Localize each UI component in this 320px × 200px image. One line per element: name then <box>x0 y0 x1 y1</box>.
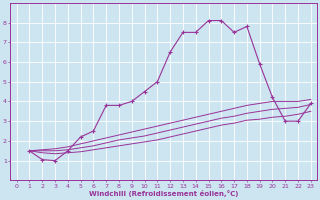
X-axis label: Windchill (Refroidissement éolien,°C): Windchill (Refroidissement éolien,°C) <box>89 190 238 197</box>
